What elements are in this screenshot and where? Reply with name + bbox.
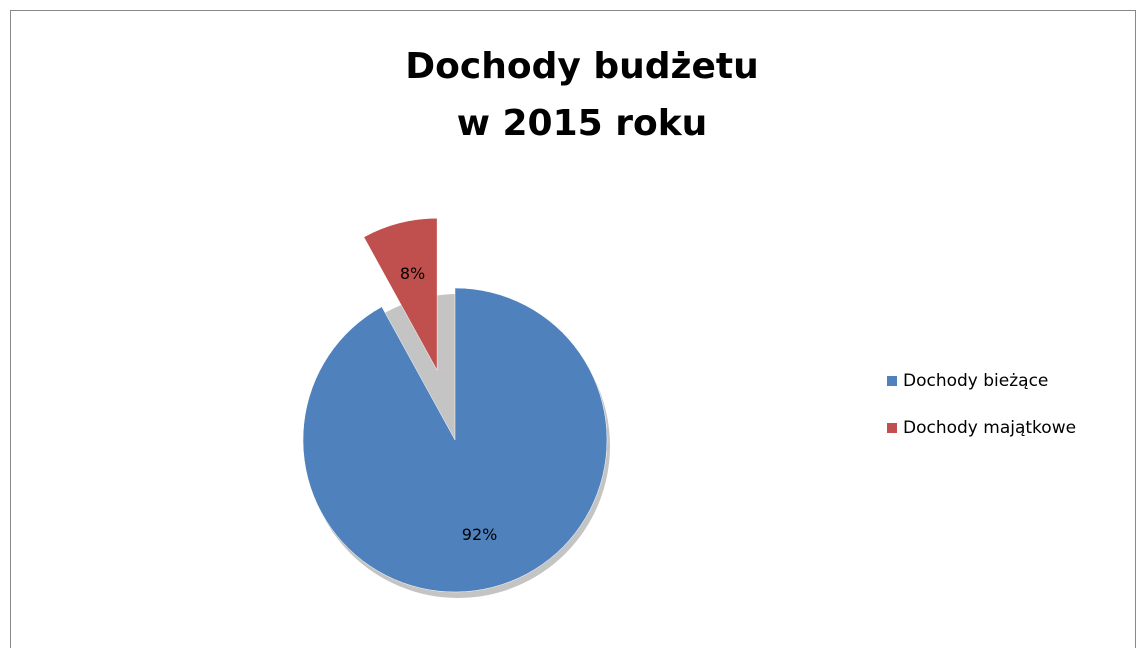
- pie-slice: [363, 218, 438, 371]
- legend-label: Dochody bieżące: [903, 371, 1048, 391]
- data-label: 92%: [462, 525, 498, 544]
- chart-frame: [10, 10, 1136, 648]
- pie-slice: [302, 287, 608, 593]
- legend-label: Dochody majątkowe: [903, 418, 1076, 438]
- legend-swatch: [887, 423, 897, 433]
- chart-title: w 2015 roku: [457, 103, 708, 144]
- legend-swatch: [887, 376, 897, 386]
- chart-title: Dochody budżetu: [405, 46, 758, 87]
- data-label: 8%: [400, 264, 425, 283]
